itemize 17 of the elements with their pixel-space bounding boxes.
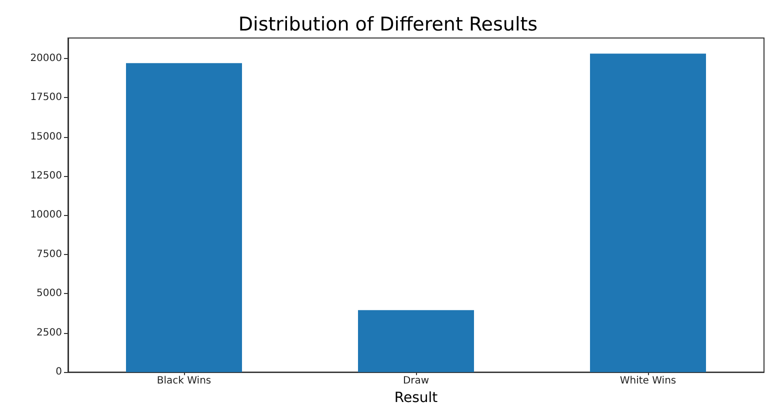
x-tick-label: Black Wins bbox=[156, 376, 212, 387]
bar bbox=[590, 54, 706, 372]
bar bbox=[358, 310, 474, 372]
x-tick-label: Draw bbox=[402, 376, 430, 387]
bar bbox=[126, 63, 242, 372]
y-tick-label: 10000 bbox=[30, 210, 62, 221]
y-tick-label: 5000 bbox=[36, 288, 62, 300]
x-axis-title: Result bbox=[394, 390, 438, 406]
y-tick-label: 0 bbox=[56, 366, 62, 378]
chart-title: Distribution of Different Results bbox=[238, 14, 538, 36]
x-tick-label: White Wins bbox=[620, 376, 676, 387]
y-tick-label: 15000 bbox=[30, 131, 62, 142]
y-tick-label: 7500 bbox=[36, 248, 62, 260]
y-tick-label: 2500 bbox=[36, 327, 62, 338]
y-tick-label: 17500 bbox=[30, 92, 62, 104]
y-tick-label: 20000 bbox=[30, 52, 62, 64]
y-tick-label: 12500 bbox=[30, 170, 62, 182]
